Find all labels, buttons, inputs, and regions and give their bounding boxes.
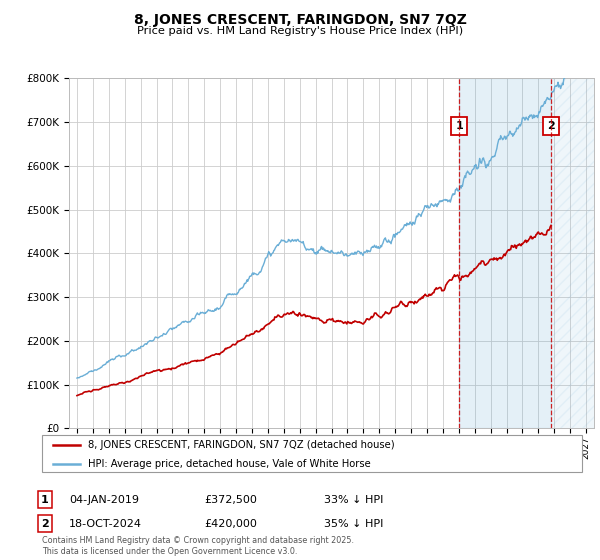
Text: 1: 1 — [41, 494, 49, 505]
Text: Price paid vs. HM Land Registry's House Price Index (HPI): Price paid vs. HM Land Registry's House … — [137, 26, 463, 36]
Text: 8, JONES CRESCENT, FARINGDON, SN7 7QZ: 8, JONES CRESCENT, FARINGDON, SN7 7QZ — [134, 13, 466, 27]
Text: 35% ↓ HPI: 35% ↓ HPI — [324, 519, 383, 529]
Text: 04-JAN-2019: 04-JAN-2019 — [69, 494, 139, 505]
FancyBboxPatch shape — [42, 435, 582, 472]
Text: 18-OCT-2024: 18-OCT-2024 — [69, 519, 142, 529]
Bar — [551, 78, 594, 428]
Text: 2: 2 — [41, 519, 49, 529]
Text: Contains HM Land Registry data © Crown copyright and database right 2025.
This d: Contains HM Land Registry data © Crown c… — [42, 536, 354, 556]
Text: £372,500: £372,500 — [204, 494, 257, 505]
Text: HPI: Average price, detached house, Vale of White Horse: HPI: Average price, detached house, Vale… — [88, 459, 371, 469]
Text: 8, JONES CRESCENT, FARINGDON, SN7 7QZ (detached house): 8, JONES CRESCENT, FARINGDON, SN7 7QZ (d… — [88, 440, 395, 450]
Text: 1: 1 — [455, 120, 463, 130]
Bar — [459, 78, 551, 428]
Text: 2: 2 — [547, 120, 555, 130]
Text: £420,000: £420,000 — [204, 519, 257, 529]
Text: 33% ↓ HPI: 33% ↓ HPI — [324, 494, 383, 505]
